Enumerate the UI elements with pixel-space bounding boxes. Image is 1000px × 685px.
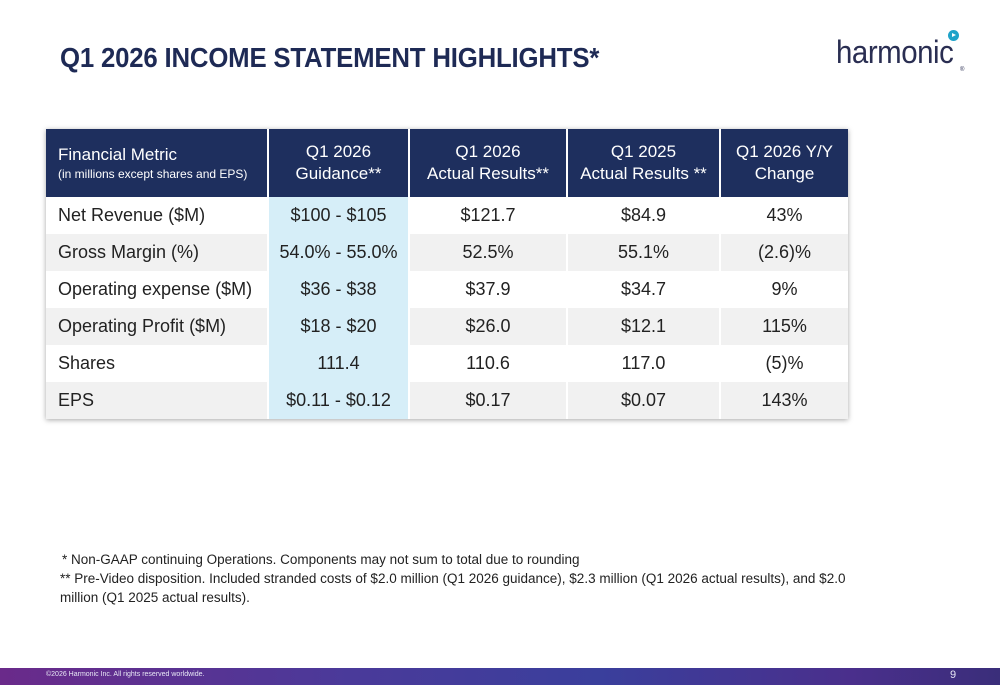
cell-q1-2026: $0.17: [408, 382, 568, 419]
cell-q1-2026: $121.7: [408, 197, 568, 234]
cell-q1-2026: 110.6: [408, 345, 568, 382]
footer-bar: [0, 668, 1000, 685]
cell-guidance: $18 - $20: [267, 308, 410, 345]
income-statement-table-container: Financial Metric (in millions except sha…: [46, 129, 848, 419]
cell-metric: Net Revenue ($M): [46, 197, 269, 234]
logo-wordmark: harmonic: [836, 34, 954, 70]
header-q1-2026-guidance: Q1 2026 Guidance**: [267, 129, 410, 197]
cell-q1-2025: $34.7: [566, 271, 721, 308]
cell-q1-2026: $37.9: [408, 271, 568, 308]
table-header-row: Financial Metric (in millions except sha…: [46, 129, 848, 197]
income-statement-table: Financial Metric (in millions except sha…: [46, 129, 848, 419]
play-icon: [948, 30, 959, 41]
cell-guidance: $0.11 - $0.12: [267, 382, 410, 419]
cell-q1-2025: $84.9: [566, 197, 721, 234]
page-number: 9: [950, 669, 957, 681]
cell-q1-2025: $0.07: [566, 382, 721, 419]
cell-change: (5)%: [719, 345, 848, 382]
footnote-non-gaap: * Non-GAAP continuing Operations. Compon…: [62, 552, 580, 567]
cell-q1-2025: $12.1: [566, 308, 721, 345]
cell-q1-2026: 52.5%: [408, 234, 568, 271]
table-row: Operating Profit ($M) $18 - $20 $26.0 $1…: [46, 308, 848, 345]
cell-metric: Operating Profit ($M): [46, 308, 269, 345]
header-q1-2025-actual: Q1 2025 Actual Results **: [566, 129, 721, 197]
cell-change: 9%: [719, 271, 848, 308]
cell-metric: Operating expense ($M): [46, 271, 269, 308]
cell-q1-2026: $26.0: [408, 308, 568, 345]
table-row: EPS $0.11 - $0.12 $0.17 $0.07 143%: [46, 382, 848, 419]
table-row: Gross Margin (%) 54.0% - 55.0% 52.5% 55.…: [46, 234, 848, 271]
cell-q1-2025: 117.0: [566, 345, 721, 382]
cell-guidance: 54.0% - 55.0%: [267, 234, 410, 271]
cell-guidance: $100 - $105: [267, 197, 410, 234]
cell-metric: Gross Margin (%): [46, 234, 269, 271]
cell-guidance: $36 - $38: [267, 271, 410, 308]
footer-copyright: ©2026 Harmonic Inc. All rights reserved …: [46, 671, 205, 678]
cell-metric: Shares: [46, 345, 269, 382]
logo-registered-mark: ®: [960, 67, 965, 73]
footnotes: * Non-GAAP continuing Operations. Compon…: [60, 550, 872, 607]
cell-change: 115%: [719, 308, 848, 345]
table-row: Shares 111.4 110.6 117.0 (5)%: [46, 345, 848, 382]
harmonic-logo: harmonic ®: [836, 30, 968, 78]
header-yoy-change: Q1 2026 Y/Y Change: [719, 129, 848, 197]
table-row: Operating expense ($M) $36 - $38 $37.9 $…: [46, 271, 848, 308]
header-q1-2026-actual: Q1 2026 Actual Results**: [408, 129, 568, 197]
cell-metric: EPS: [46, 382, 269, 419]
footnote-pre-video: ** Pre-Video disposition. Included stran…: [60, 571, 846, 605]
table-row: Net Revenue ($M) $100 - $105 $121.7 $84.…: [46, 197, 848, 234]
cell-change: 43%: [719, 197, 848, 234]
cell-guidance: 111.4: [267, 345, 410, 382]
page-title: Q1 2026 INCOME STATEMENT HIGHLIGHTS*: [60, 42, 600, 73]
cell-q1-2025: 55.1%: [566, 234, 721, 271]
header-financial-metric: Financial Metric (in millions except sha…: [46, 129, 269, 197]
cell-change: 143%: [719, 382, 848, 419]
cell-change: (2.6)%: [719, 234, 848, 271]
